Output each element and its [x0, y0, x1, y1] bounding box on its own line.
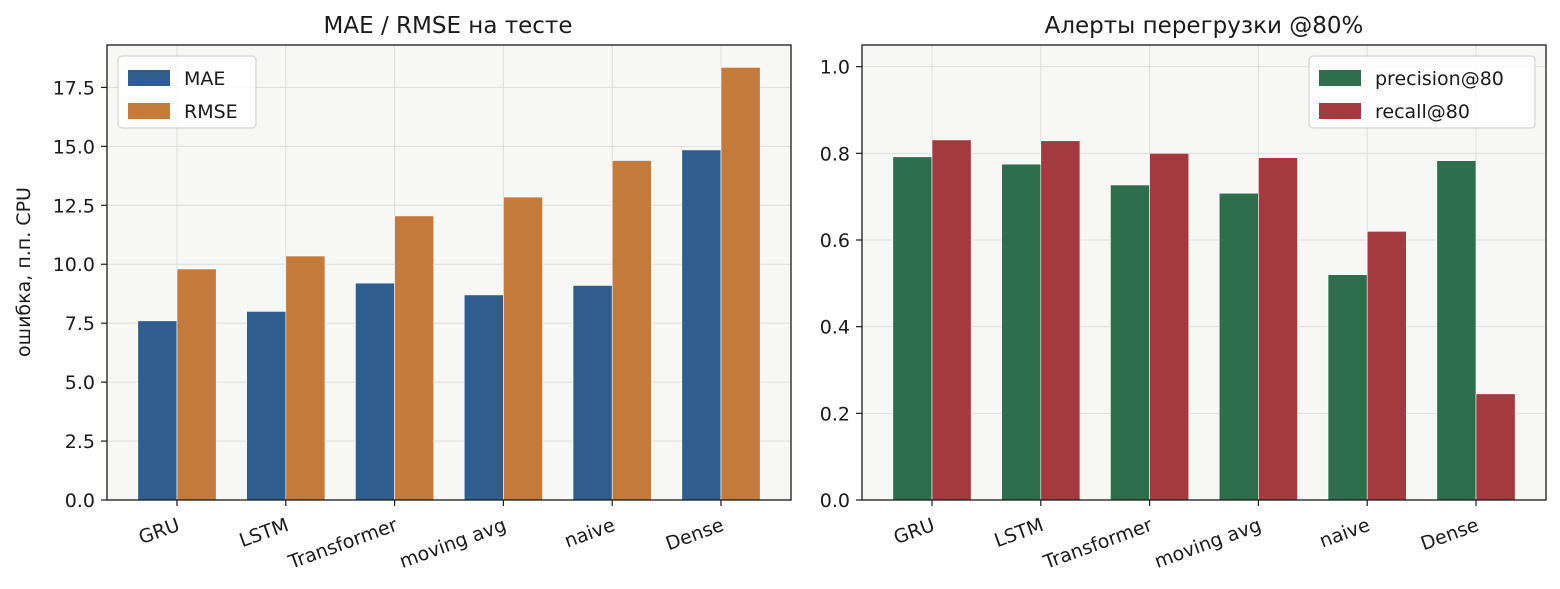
bar-recall-80-gru — [931, 139, 972, 501]
axes-frame — [861, 44, 1547, 501]
bar-precision-80-lstm — [1001, 163, 1042, 501]
bar-precision-80-transformer — [1110, 184, 1150, 501]
y-tick-label: 2.5 — [65, 431, 95, 453]
legend-box — [1308, 55, 1536, 129]
bar-rmse-naive — [611, 160, 652, 501]
overload-alerts-panel: Алерты перегрузки @80% 0.0 0.2 0.4 0.6 0.8 1.… — [820, 13, 1547, 574]
y-tick-label: 0.2 — [820, 403, 850, 425]
y-tick-label: 0.8 — [820, 143, 850, 165]
legend: precision@80 recall@80 — [1308, 55, 1536, 129]
bar-rmse-transformer — [394, 215, 435, 501]
y-tick-label: 12.5 — [53, 195, 95, 217]
legend-label: recall@80 — [1375, 101, 1470, 123]
bar-recall-80-naive — [1366, 231, 1407, 501]
bar-mae-gru — [137, 320, 178, 501]
y-tick-label: 0.6 — [820, 230, 850, 252]
bar-rmse-lstm — [285, 255, 326, 501]
mae-rmse-panel: MAE / RMSE на тесте ошибка, п.п. CPU 0.0… — [13, 13, 792, 574]
bar-precision-80-dense — [1436, 160, 1477, 501]
legend-label: precision@80 — [1375, 68, 1504, 90]
legend-label: RMSE — [184, 101, 238, 123]
legend-label: MAE — [184, 68, 225, 90]
bar-mae-naive — [572, 285, 613, 501]
legend-swatch — [1319, 103, 1361, 119]
legend-swatch — [1319, 70, 1361, 86]
bar-rmse-dense — [720, 67, 761, 501]
bar-recall-80-transformer — [1149, 153, 1190, 501]
bar-precision-80-moving-avg — [1218, 192, 1259, 501]
y-axis-label: ошибка, п.п. CPU — [13, 187, 35, 357]
y-tick-label: 15.0 — [53, 136, 95, 158]
chart-title: Алерты перегрузки @80% — [1045, 13, 1364, 39]
legend: MAE RMSE — [117, 55, 257, 129]
bar-mae-moving-avg — [463, 294, 504, 501]
y-tick-label: 0.4 — [820, 317, 850, 339]
bar-recall-80-moving-avg — [1258, 157, 1298, 501]
y-tick-label: 10.0 — [53, 254, 95, 276]
bar-mae-dense — [681, 149, 722, 501]
bar-rmse-moving-avg — [503, 196, 543, 501]
y-tick-label: 17.5 — [53, 77, 95, 99]
legend-swatch — [128, 70, 170, 86]
bar-precision-80-naive — [1327, 274, 1368, 501]
bar-mae-lstm — [246, 311, 287, 501]
y-tick-label: 0.0 — [820, 490, 850, 512]
y-tick-label: 0.0 — [65, 490, 95, 512]
y-tick-label: 1.0 — [820, 57, 850, 79]
y-tick-label: 7.5 — [65, 313, 95, 335]
bar-recall-80-dense — [1475, 393, 1516, 501]
chart-title: MAE / RMSE на тесте — [324, 13, 573, 39]
y-tick-label: 5.0 — [65, 372, 95, 394]
bar-mae-transformer — [355, 282, 395, 501]
axes-frame — [106, 44, 792, 501]
bar-precision-80-gru — [892, 156, 933, 501]
legend-swatch — [128, 103, 170, 119]
bar-rmse-gru — [176, 268, 217, 501]
bar-recall-80-lstm — [1040, 140, 1081, 501]
